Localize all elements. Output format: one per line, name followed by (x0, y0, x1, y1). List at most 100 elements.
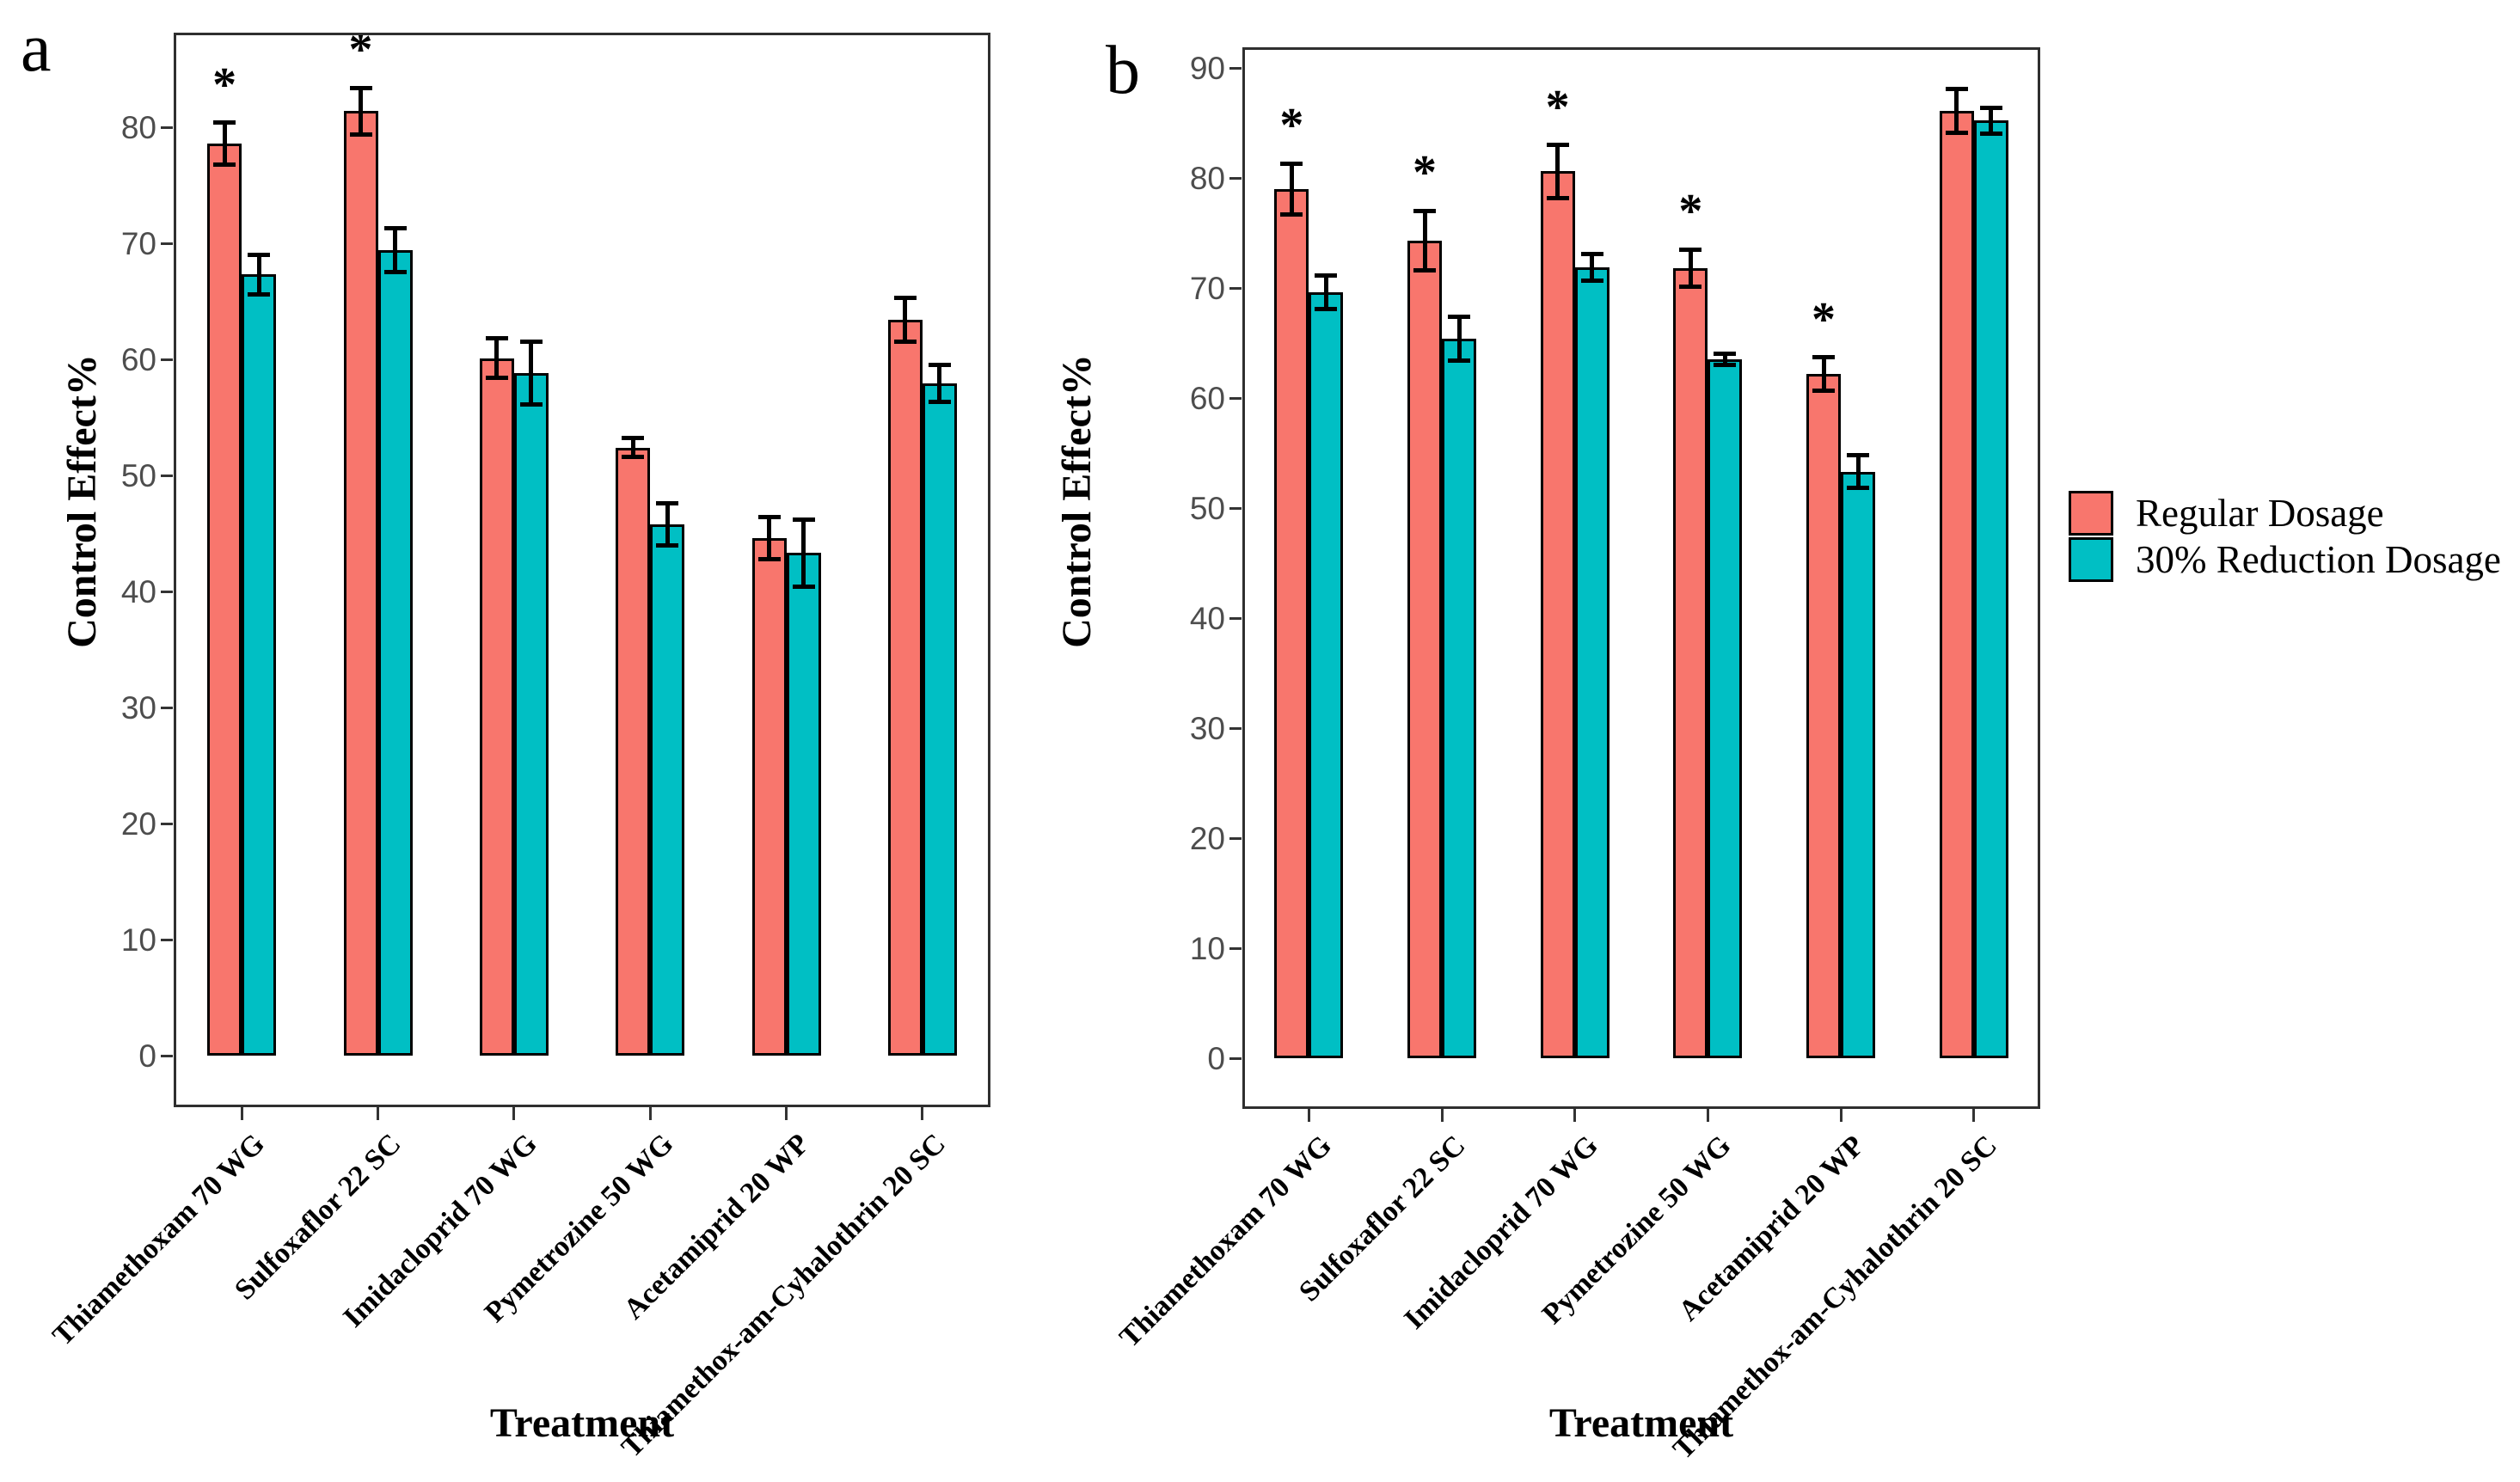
y-axis-tick-label: 40 (120, 574, 156, 609)
regular-dosage-bar (1806, 373, 1841, 1058)
error-bar-cap (792, 517, 815, 522)
error-bar-cap (757, 515, 781, 520)
y-axis-tick-label: 80 (120, 110, 156, 145)
error-bar-cap (1714, 352, 1737, 357)
reduction-dosage-bar (922, 383, 957, 1056)
x-axis-tick (240, 1107, 243, 1120)
category-label: Thiamethoxam 70 WG (46, 1128, 272, 1352)
y-axis-tick (161, 242, 173, 245)
significance-star: * (212, 58, 237, 112)
y-axis-tick-label: 60 (120, 342, 156, 377)
reduction-dosage-bar (1708, 359, 1743, 1058)
regular-dosage-bar (1540, 171, 1575, 1058)
y-axis-tick-label: 20 (120, 806, 156, 842)
y-axis-tick (1229, 506, 1242, 510)
error-bar-cap (1280, 211, 1303, 217)
error-bar (903, 297, 908, 342)
legend: Regular Dosage 30% Reduction Dosage (2069, 490, 2501, 583)
panel-b-x-axis-title: Treatment (1548, 1400, 1734, 1446)
y-axis-tick-label: 80 (1189, 161, 1225, 196)
regular-dosage-bar (207, 143, 242, 1056)
error-bar-cap (928, 400, 951, 405)
x-axis-tick (785, 1107, 788, 1120)
error-bar-cap (656, 500, 679, 505)
error-bar-cap (485, 376, 508, 381)
y-axis-tick (161, 822, 173, 825)
error-bar-cap (1580, 251, 1603, 256)
error-bar-cap (349, 132, 372, 137)
error-bar (1855, 455, 1861, 488)
error-bar-cap (213, 162, 236, 167)
y-axis-tick-label: 30 (120, 690, 156, 726)
error-bar-cap (1979, 132, 2002, 137)
error-bar-cap (792, 585, 815, 590)
y-axis-tick-label: 10 (1189, 931, 1225, 966)
error-bar (393, 228, 397, 273)
y-axis-tick (1229, 286, 1242, 290)
y-axis-tick-label: 60 (1189, 381, 1225, 416)
x-axis-tick (648, 1107, 652, 1120)
reduction-dosage-swatch (2069, 537, 2113, 582)
error-bar-cap (1945, 86, 1968, 91)
y-axis-tick-label: 40 (1189, 601, 1225, 636)
error-bar-cap (1280, 161, 1303, 166)
y-axis-tick (1229, 946, 1242, 950)
error-bar-cap (1847, 453, 1869, 458)
x-axis-tick (1573, 1109, 1577, 1122)
y-axis-tick-label: 20 (1189, 821, 1225, 856)
x-axis-tick (512, 1107, 516, 1120)
x-axis-tick (1839, 1109, 1842, 1122)
y-axis-tick (161, 590, 173, 593)
y-axis-tick-label: 50 (1189, 491, 1225, 526)
error-bar (1821, 357, 1826, 391)
reduction-dosage-bar (1973, 120, 2008, 1058)
reduction-dosage-bar (513, 373, 549, 1056)
reduction-dosage-bar (786, 553, 821, 1056)
reduction-dosage-bar (650, 524, 685, 1056)
error-bar-cap (1812, 355, 1835, 360)
legend-item-30-reduction-dosage: 30% Reduction Dosage (2069, 536, 2501, 583)
regular-dosage-bar (1274, 188, 1309, 1058)
y-axis-tick (161, 126, 173, 129)
error-bar (1688, 249, 1693, 287)
reduction-dosage-bar (377, 250, 413, 1056)
y-axis-tick-label: 30 (1189, 711, 1225, 746)
x-axis-tick (1307, 1109, 1310, 1122)
error-bar-cap (1580, 278, 1603, 283)
panel-b-y-axis-title: Control Effect% (1053, 354, 1100, 648)
error-bar (1323, 275, 1328, 309)
error-bar-cap (1679, 247, 1702, 252)
error-bar-cap (1714, 363, 1737, 368)
error-bar (1954, 89, 1959, 133)
regular-dosage-bar (1939, 110, 1974, 1058)
y-axis-tick (161, 358, 173, 361)
y-axis-tick-label: 0 (1207, 1041, 1225, 1076)
panel-a-x-axis-title: Treatment (489, 1400, 675, 1446)
error-bar (665, 503, 670, 545)
y-axis-tick (1229, 176, 1242, 180)
error-bar-cap (1546, 195, 1569, 200)
y-axis-tick (1229, 836, 1242, 840)
error-bar-cap (893, 340, 917, 345)
error-bar (801, 519, 806, 587)
y-axis-tick (161, 938, 173, 941)
regular-dosage-bar (751, 537, 787, 1056)
reduction-dosage-bar (242, 274, 277, 1056)
error-bar-cap (1945, 131, 1968, 136)
y-axis-tick (1229, 396, 1242, 400)
significance-star: * (1678, 185, 1703, 239)
error-bar-cap (1847, 486, 1869, 491)
error-bar (1590, 254, 1595, 281)
y-axis-tick-label: 0 (138, 1038, 156, 1074)
significance-star: * (1279, 99, 1304, 153)
error-bar-cap (248, 291, 271, 297)
error-bar-cap (622, 454, 645, 459)
error-bar-cap (485, 336, 508, 341)
error-bar (494, 338, 500, 378)
y-axis-tick (161, 474, 173, 477)
error-bar-cap (656, 542, 679, 548)
error-bar-cap (1413, 268, 1436, 273)
error-bar-cap (1979, 105, 2002, 110)
error-bar-cap (213, 120, 236, 126)
error-bar-cap (1448, 358, 1470, 363)
